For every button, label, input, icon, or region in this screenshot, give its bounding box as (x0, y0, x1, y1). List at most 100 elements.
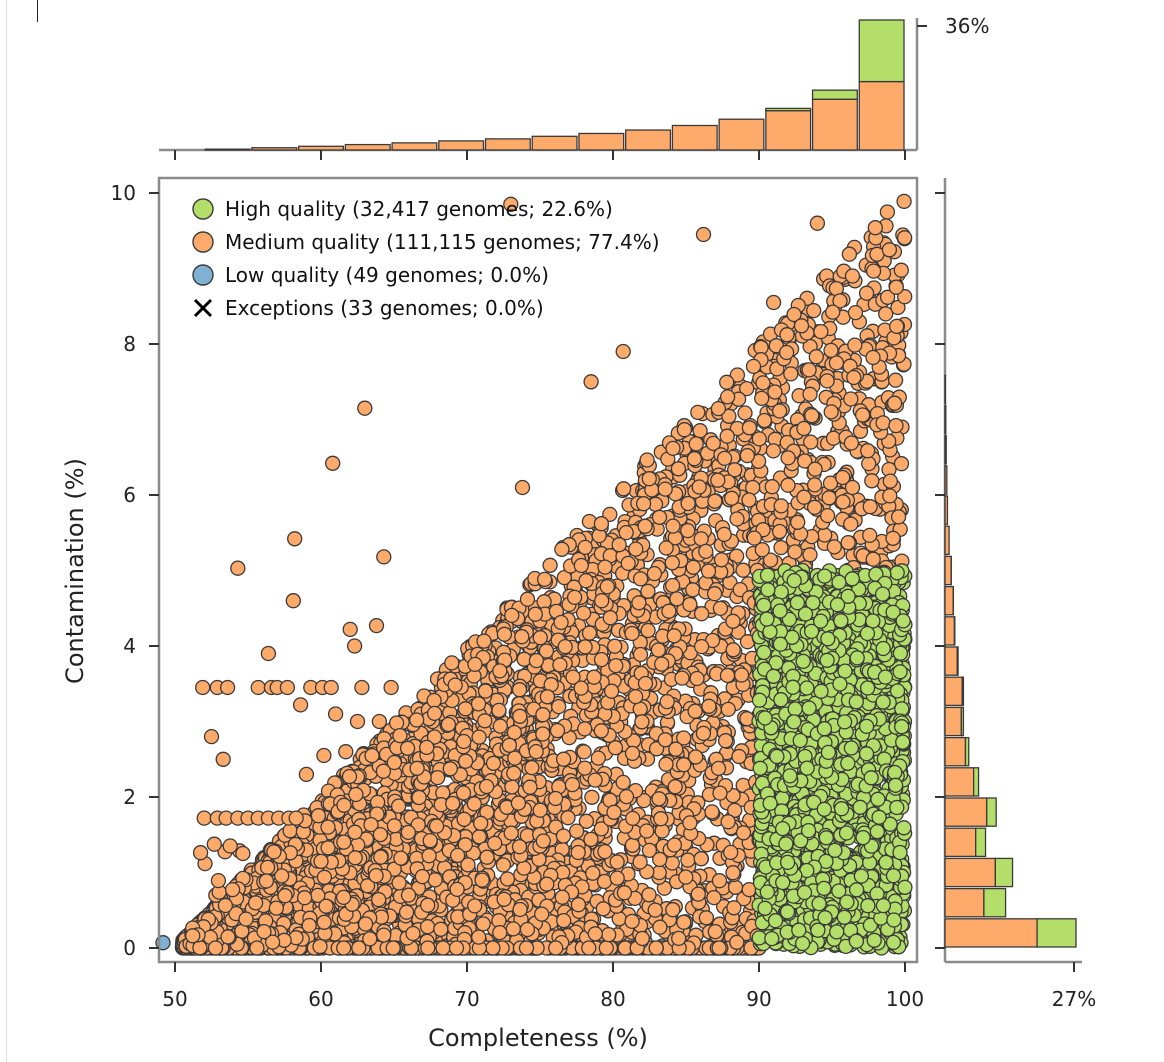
medium-quality-point (751, 431, 767, 447)
medium-quality-point (391, 875, 407, 891)
medium-quality-point (501, 737, 518, 753)
medium-quality-point (654, 656, 670, 672)
medium-quality-point (496, 626, 513, 642)
medium-quality-point (258, 873, 275, 889)
medium-quality-point (230, 560, 246, 576)
medium-quality-point (528, 652, 545, 669)
medium-quality-point (259, 859, 276, 876)
medium-quality-point (689, 670, 705, 687)
medium-quality-point (578, 813, 595, 829)
medium-quality-point (729, 934, 745, 950)
medium-quality-point (717, 733, 734, 749)
medium-quality-point (712, 600, 729, 617)
medium-quality-point (456, 811, 472, 827)
medium-quality-point (298, 766, 315, 783)
medium-quality-point (471, 929, 487, 945)
medium-quality-point (887, 372, 904, 388)
medium-quality-point (336, 940, 352, 956)
medium-quality-point (467, 898, 483, 914)
medium-quality-point (420, 940, 436, 956)
medium-quality-point (793, 318, 810, 334)
medium-quality-point (570, 844, 586, 861)
medium-quality-point (771, 523, 788, 540)
medium-quality-point (578, 573, 594, 589)
medium-quality-point (587, 772, 603, 788)
medium-quality-point (419, 919, 436, 935)
medium-quality-point (479, 849, 495, 865)
medium-quality-point (590, 750, 606, 766)
medium-quality-point (555, 828, 572, 844)
medium-quality-point (587, 926, 603, 942)
medium-quality-point (659, 693, 675, 710)
medium-quality-point (865, 349, 881, 366)
medium-quality-point (448, 940, 465, 956)
scatter-points-layer (155, 193, 913, 956)
medium-quality-point (888, 279, 904, 295)
medium-quality-point (693, 638, 710, 655)
medium-quality-point (195, 679, 211, 696)
medium-quality-point (671, 930, 687, 947)
medium-quality-point (765, 294, 782, 311)
medium-quality-point (457, 753, 474, 769)
medium-quality-point (467, 656, 483, 673)
medium-quality-point (398, 904, 415, 920)
medium-quality-point (445, 795, 461, 812)
medium-quality-point (224, 881, 241, 898)
medium-quality-point (466, 796, 482, 812)
medium-quality-point (371, 713, 388, 730)
medium-quality-point (686, 451, 703, 467)
medium-quality-point (596, 873, 613, 890)
medium-quality-point (707, 493, 723, 509)
medium-quality-point (349, 713, 366, 730)
medium-quality-point (867, 220, 883, 236)
medium-quality-point (583, 374, 599, 390)
medium-quality-point (885, 530, 901, 546)
medium-quality-point (624, 745, 641, 762)
medium-quality-point (628, 541, 644, 557)
medium-quality-point (386, 818, 403, 834)
medium-quality-point (318, 898, 334, 914)
medium-quality-point (325, 455, 341, 471)
medium-quality-point (566, 589, 583, 606)
medium-quality-point (222, 838, 238, 854)
medium-quality-point (519, 921, 536, 938)
medium-quality-point (338, 744, 354, 760)
medium-quality-point (648, 940, 664, 956)
medium-quality-point (846, 369, 862, 386)
medium-quality-point (594, 593, 610, 609)
medium-quality-point (528, 743, 544, 760)
medium-quality-point (817, 527, 833, 543)
medium-quality-point (765, 443, 782, 459)
medium-quality-point (503, 825, 519, 841)
medium-quality-point (553, 614, 569, 631)
medium-quality-point (376, 549, 392, 565)
medium-quality-point (685, 582, 701, 598)
medium-quality-point (854, 407, 871, 423)
medium-quality-point (435, 940, 451, 956)
medium-quality-point (608, 657, 624, 674)
page-edge-line (6, 0, 7, 1062)
medium-quality-point (522, 779, 538, 795)
medium-quality-point (362, 931, 378, 947)
medium-quality-point (634, 714, 650, 730)
medium-quality-point (693, 606, 710, 622)
medium-quality-point (238, 911, 254, 927)
medium-quality-point (310, 808, 327, 824)
medium-quality-point (615, 343, 631, 360)
medium-quality-point (386, 754, 402, 771)
medium-quality-point (787, 544, 803, 560)
medium-quality-point (287, 531, 303, 547)
medium-quality-point (551, 698, 567, 715)
medium-quality-point (506, 724, 523, 741)
medium-quality-point (664, 577, 681, 594)
medium-quality-point (719, 667, 736, 684)
medium-quality-point (532, 802, 548, 818)
medium-quality-point (678, 869, 694, 885)
medium-quality-point (514, 479, 531, 496)
medium-quality-point (844, 479, 861, 496)
medium-quality-point (292, 697, 309, 713)
medium-quality-point (492, 718, 508, 734)
medium-quality-point (802, 386, 818, 402)
medium-quality-point (372, 826, 389, 843)
